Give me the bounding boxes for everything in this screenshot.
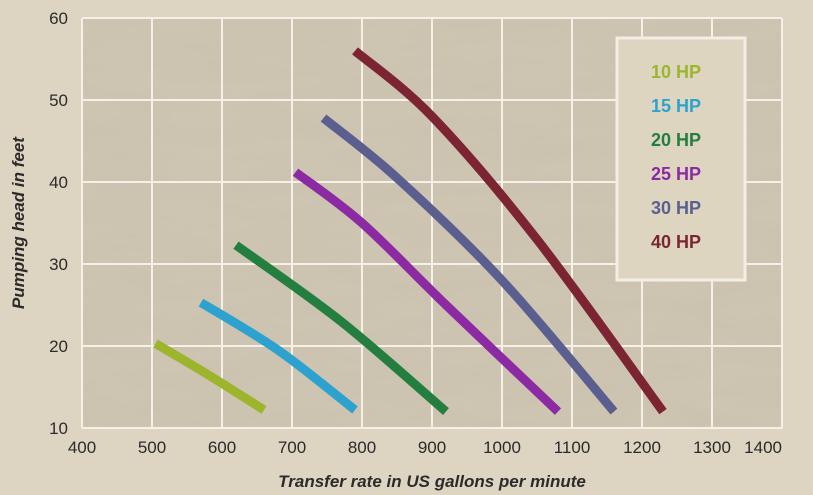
legend-entry-40hp: 40 HP bbox=[651, 232, 701, 252]
x-tick-label: 1300 bbox=[693, 438, 731, 457]
x-tick-label: 800 bbox=[348, 438, 376, 457]
series-lines bbox=[153, 47, 667, 416]
y-tick-label: 60 bbox=[49, 9, 68, 28]
x-tick-label: 1100 bbox=[554, 438, 591, 457]
series-line-10hp bbox=[153, 339, 267, 414]
legend-entry-30hp: 30 HP bbox=[651, 198, 701, 218]
x-tick-label: 400 bbox=[68, 438, 96, 457]
x-tick-label: 900 bbox=[418, 438, 446, 457]
series-line-40hp bbox=[352, 47, 667, 415]
y-tick-label: 20 bbox=[49, 337, 68, 356]
legend: 10 HP 15 HP 20 HP 25 HP 30 HP 40 HP bbox=[615, 36, 747, 282]
y-tick-label: 30 bbox=[49, 255, 68, 274]
x-tick-labels: 400 500 600 700 800 900 1000 1100 1200 1… bbox=[68, 438, 782, 457]
x-axis-title: Transfer rate in US gallons per minute bbox=[278, 472, 586, 491]
legend-entry-25hp: 25 HP bbox=[651, 164, 701, 184]
y-axis-title: Pumping head in feet bbox=[9, 136, 28, 309]
x-tick-label: 600 bbox=[208, 438, 236, 457]
series-line-25hp bbox=[292, 168, 562, 415]
legend-entry-15hp: 15 HP bbox=[651, 96, 701, 116]
y-tick-label: 40 bbox=[49, 173, 68, 192]
x-tick-label: 1200 bbox=[623, 438, 661, 457]
series-line-30hp bbox=[320, 114, 618, 415]
series-line-20hp bbox=[233, 241, 449, 416]
x-tick-label: 500 bbox=[138, 438, 166, 457]
y-tick-label: 10 bbox=[49, 419, 68, 438]
y-tick-label: 50 bbox=[49, 91, 68, 110]
y-tick-labels: 10 20 30 40 50 60 bbox=[49, 9, 68, 438]
series-line-15hp bbox=[198, 298, 358, 414]
x-tick-label: 700 bbox=[278, 438, 306, 457]
x-tick-label: 1000 bbox=[483, 438, 521, 457]
legend-entry-20hp: 20 HP bbox=[651, 130, 701, 150]
legend-box bbox=[615, 36, 747, 282]
x-tick-label: 1400 bbox=[744, 438, 782, 457]
legend-entry-10hp: 10 HP bbox=[651, 62, 701, 82]
